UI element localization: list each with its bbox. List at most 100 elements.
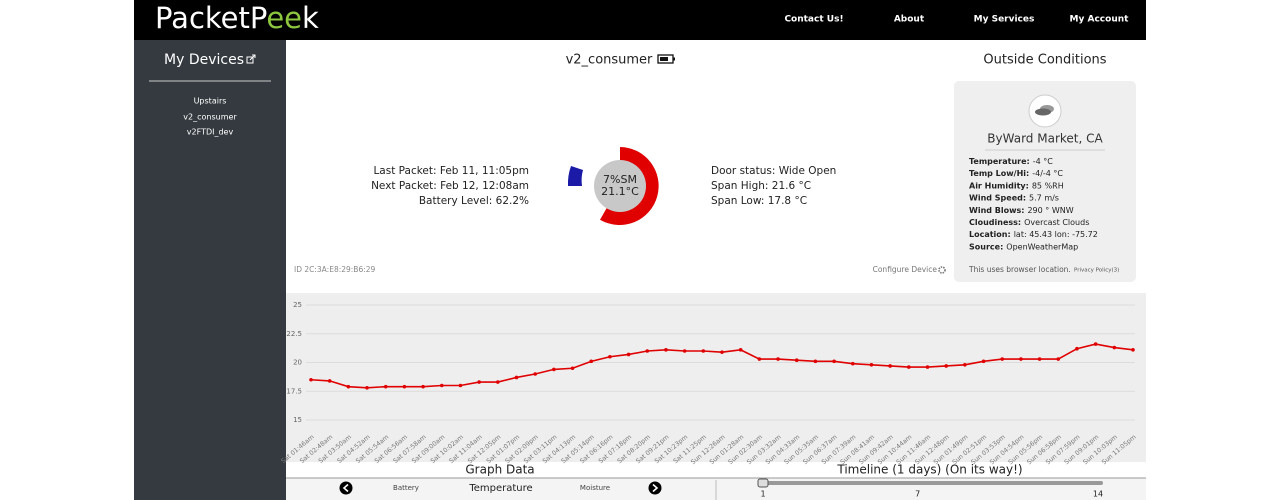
device-link[interactable]: v2_consumer	[183, 113, 237, 122]
data-point	[533, 372, 537, 376]
device-info: Door status: Wide Open	[711, 165, 836, 177]
data-point	[346, 384, 351, 389]
device-info: Last Packet: Feb 11, 11:05pm	[373, 165, 529, 177]
nav-link[interactable]: My Account	[1070, 15, 1130, 25]
header-bar	[134, 0, 1146, 40]
graph-tab[interactable]: Moisture	[580, 484, 610, 492]
graph-tab[interactable]: Battery	[393, 484, 419, 492]
weather-title: Outside Conditions	[983, 53, 1106, 68]
data-point	[514, 375, 519, 380]
data-point	[496, 380, 500, 384]
data-point	[552, 367, 556, 372]
nav-link[interactable]: My Services	[974, 15, 1035, 25]
weather-row: Temperature: -4 °C	[969, 157, 1053, 166]
data-point	[907, 365, 911, 369]
slider-track	[760, 481, 1103, 485]
weather-value: 290 ° WNW	[1027, 205, 1073, 214]
weather-note: This uses browser location.	[968, 265, 1071, 274]
data-point	[701, 349, 706, 353]
timeline-title: Timeline (1 days) (On its way!)	[836, 463, 1022, 477]
data-point	[439, 383, 444, 388]
sidebar-title[interactable]: My Devices	[164, 52, 244, 68]
data-point	[869, 363, 874, 367]
weather-icon	[1028, 94, 1062, 128]
weather-row: Temp Low/Hi: -4/-4 °C	[969, 169, 1063, 178]
sidebar	[134, 40, 286, 500]
device-info: Span High: 21.6 °C	[711, 180, 811, 192]
device-link[interactable]: Upstairs	[194, 97, 227, 106]
weather-value: lat: 45.43 lon: -75.72	[1014, 230, 1098, 239]
data-point	[1019, 357, 1023, 361]
y-tick-label: 22.5	[286, 330, 302, 338]
weather-card	[954, 81, 1136, 282]
weather-label: Temp Low/Hi:	[969, 169, 1029, 178]
data-point	[383, 384, 388, 389]
gauge	[567, 147, 659, 225]
nav-link[interactable]: Contact Us!	[784, 15, 843, 25]
nav-link[interactable]: About	[894, 15, 925, 25]
data-point	[682, 349, 687, 353]
data-point	[850, 361, 855, 366]
data-point	[963, 363, 967, 367]
data-point	[458, 383, 463, 388]
prev-button[interactable]	[339, 481, 353, 495]
weather-value: Overcast Clouds	[1024, 218, 1089, 227]
weather-row: Source: OpenWeatherMap	[969, 242, 1078, 251]
gear-icon	[938, 266, 946, 274]
y-tick-label: 15	[293, 416, 302, 424]
y-tick-label: 17.5	[286, 387, 302, 395]
data-point	[608, 354, 612, 359]
weather-value: OpenWeatherMap	[1006, 242, 1078, 251]
configure-link[interactable]: Configure Device	[873, 265, 938, 274]
graph-tab[interactable]: Temperature	[468, 483, 532, 494]
slider-tick-label: 1	[760, 490, 765, 499]
logo-part: PacketP	[155, 1, 267, 35]
data-point	[1093, 342, 1098, 346]
logo-part: k	[302, 1, 319, 35]
y-tick-label: 25	[293, 301, 302, 309]
weather-value: -4 °C	[1033, 157, 1054, 166]
device-link[interactable]: v2FTDI_dev	[187, 128, 234, 137]
logo[interactable]: PacketPeek	[155, 1, 319, 35]
weather-value: 85 %RH	[1032, 181, 1064, 190]
data-point	[944, 364, 948, 368]
data-point	[570, 366, 575, 371]
gauge-label: 7%SM	[603, 173, 637, 186]
weather-location: ByWard Market, CA	[987, 132, 1103, 146]
data-point	[365, 386, 369, 390]
chart-bg	[286, 293, 1146, 462]
data-point	[309, 377, 313, 382]
slider-tick-label: 14	[1093, 490, 1103, 499]
battery-icon	[657, 54, 675, 64]
data-point	[888, 364, 892, 368]
data-point	[589, 359, 594, 364]
slider-handle[interactable]	[757, 478, 769, 488]
privacy-link[interactable]: Privacy Policy(3)	[1074, 268, 1119, 274]
data-point	[402, 384, 407, 389]
external-icon	[246, 54, 256, 64]
weather-row: Air Humidity: 85 %RH	[969, 181, 1064, 190]
data-point	[776, 357, 780, 361]
gauge-label: 21.1°C	[601, 185, 639, 198]
next-button[interactable]	[648, 481, 662, 495]
data-point	[626, 352, 631, 357]
data-point	[477, 380, 481, 384]
data-point	[981, 359, 986, 364]
y-tick-label: 20	[293, 359, 302, 367]
weather-row: Wind Blows: 290 ° WNW	[969, 205, 1074, 214]
data-point	[1056, 357, 1061, 361]
data-point	[925, 365, 930, 369]
data-point	[813, 359, 818, 364]
slider-tick-label: 7	[915, 490, 920, 499]
device-info: Battery Level: 62.2%	[419, 195, 529, 207]
data-point	[1000, 357, 1005, 361]
data-point	[421, 384, 425, 389]
data-point	[664, 348, 668, 352]
device-info: Span Low: 17.8 °C	[711, 195, 807, 207]
device-info: Next Packet: Feb 12, 12:08am	[371, 180, 529, 192]
data-point	[1075, 346, 1079, 351]
data-point	[794, 358, 799, 363]
data-point	[832, 359, 836, 364]
data-point	[738, 348, 743, 352]
